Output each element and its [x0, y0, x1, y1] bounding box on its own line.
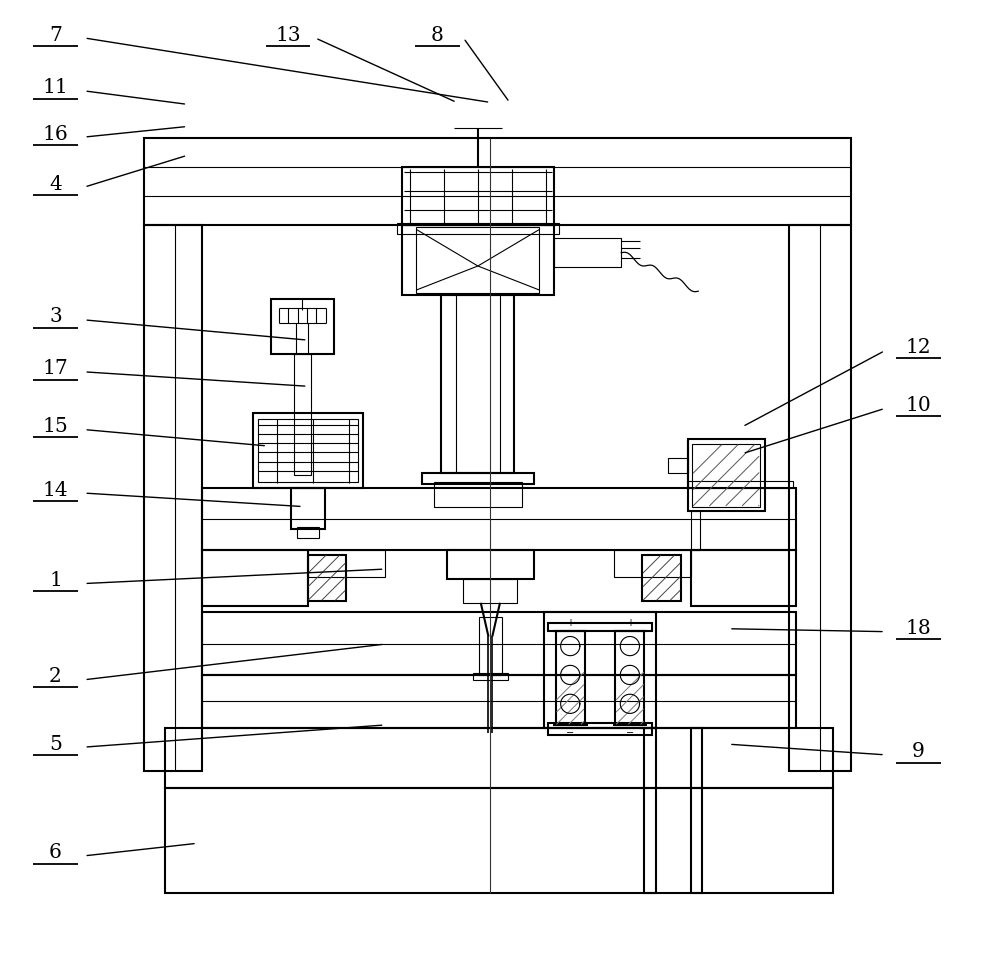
Text: −: −: [566, 728, 574, 737]
Text: 7: 7: [49, 25, 62, 44]
Bar: [688, 481, 793, 488]
Text: +: +: [626, 618, 634, 628]
Bar: [692, 444, 760, 507]
Text: 16: 16: [43, 124, 68, 144]
Text: 3: 3: [49, 308, 62, 326]
Bar: [165, 728, 833, 787]
Bar: [271, 299, 334, 353]
Bar: [691, 550, 796, 606]
Bar: [441, 295, 514, 473]
Bar: [202, 550, 308, 606]
Bar: [556, 631, 585, 725]
Bar: [479, 618, 502, 675]
Bar: [447, 550, 534, 579]
Bar: [548, 623, 652, 631]
Bar: [615, 631, 644, 725]
Bar: [397, 223, 559, 234]
Bar: [308, 550, 385, 577]
Bar: [463, 579, 517, 603]
Bar: [202, 675, 796, 728]
Text: 15: 15: [43, 417, 68, 436]
Text: 14: 14: [43, 481, 68, 500]
Text: 12: 12: [906, 339, 931, 357]
Text: 17: 17: [43, 359, 68, 378]
Text: 9: 9: [912, 742, 925, 761]
Bar: [165, 787, 833, 894]
Bar: [402, 225, 554, 295]
Text: 5: 5: [49, 734, 62, 754]
Bar: [258, 419, 358, 482]
Bar: [644, 728, 656, 894]
Text: 18: 18: [906, 620, 931, 638]
Text: 8: 8: [431, 25, 444, 44]
Bar: [544, 613, 656, 728]
Text: 4: 4: [49, 175, 62, 194]
Text: 1: 1: [49, 571, 62, 591]
Bar: [144, 138, 851, 225]
Bar: [294, 353, 311, 475]
Bar: [614, 550, 691, 577]
Bar: [202, 488, 796, 550]
Bar: [291, 488, 325, 529]
Bar: [473, 673, 508, 679]
Bar: [642, 555, 681, 601]
Bar: [144, 225, 202, 771]
Bar: [402, 167, 554, 225]
Bar: [253, 413, 363, 488]
Bar: [308, 555, 346, 601]
Bar: [688, 439, 765, 511]
Bar: [554, 238, 621, 267]
Bar: [202, 613, 796, 675]
Bar: [668, 458, 688, 473]
Text: 11: 11: [43, 78, 68, 97]
Bar: [422, 473, 534, 484]
Text: 2: 2: [49, 668, 62, 686]
Text: 13: 13: [275, 25, 301, 44]
Text: 6: 6: [49, 843, 62, 863]
Bar: [691, 511, 700, 550]
Text: +: +: [566, 618, 574, 628]
Bar: [789, 225, 851, 771]
Bar: [416, 227, 539, 293]
Bar: [548, 723, 652, 734]
Bar: [691, 728, 702, 894]
Bar: [297, 527, 319, 538]
Bar: [434, 482, 522, 507]
Text: 10: 10: [906, 396, 931, 415]
Text: −: −: [626, 728, 634, 737]
